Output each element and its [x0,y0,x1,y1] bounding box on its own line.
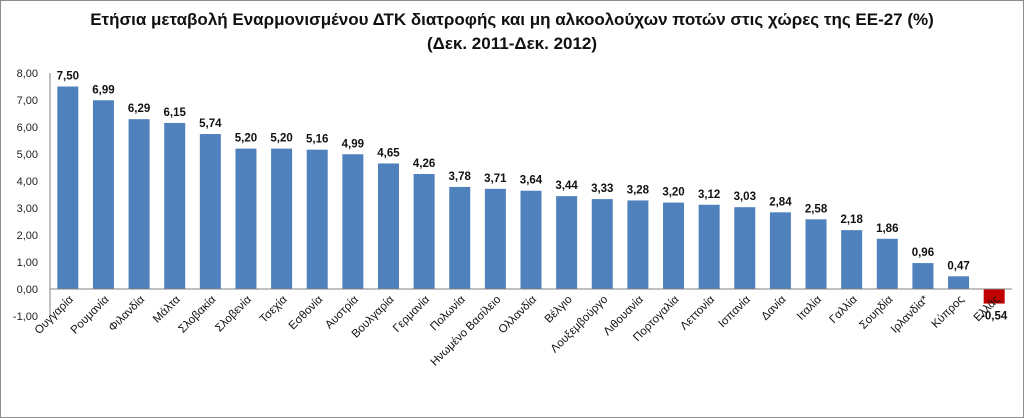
data-label: 3,71 [484,173,507,185]
data-label: 3,20 [662,187,684,199]
bar [235,148,257,289]
bar [128,119,150,289]
category-label: Σλοβακία [177,293,219,335]
data-label: 7,50 [57,71,79,83]
data-label: 6,15 [164,107,187,119]
data-label: 3,64 [520,175,543,187]
y-tick-label: 3,00 [17,203,38,215]
bar [306,149,328,289]
y-tick-label: 7,00 [17,95,38,107]
category-label: Εσθονία [287,293,326,332]
data-label: 3,78 [449,171,472,183]
bar [271,148,293,289]
category-label: Μάλτα [151,293,183,325]
chart-title: Ετήσια μεταβολή Εναρμονισμένου ΔΤΚ διατρ… [0,8,1024,56]
bar [841,230,863,289]
data-label: 1,86 [876,223,898,235]
bar [92,100,114,290]
bar [556,196,578,289]
chart-title-line-2: (Δεκ. 2011-Δεκ. 2012) [426,34,598,53]
data-label: 4,99 [342,138,364,150]
category-label: Ολλανδία [496,293,539,336]
bar [199,134,221,289]
category-label: Ρουμανία [69,293,112,336]
y-tick-label: 5,00 [17,149,38,161]
bar [769,212,791,289]
category-label: Λεττονία [678,293,717,332]
bar [57,86,79,289]
y-tick-label: 0,00 [17,284,38,296]
data-label: 0,96 [912,247,934,259]
data-label: 6,29 [128,103,150,115]
bar [377,163,399,289]
y-tick-label: 4,00 [17,176,38,188]
data-label: 3,03 [734,191,756,203]
category-label: Ιταλία [795,293,824,322]
category-label: Φιλανδία [107,293,148,334]
bar [698,204,720,289]
category-label: Κύπρος [930,293,967,330]
bar [948,276,970,289]
y-tick-label: 2,00 [17,230,38,242]
chart-title-line-1: Ετήσια μεταβολή Εναρμονισμένου ΔΤΚ διατρ… [90,10,934,29]
data-label: 0,47 [947,260,969,272]
data-label: 4,65 [377,147,400,159]
bar [413,173,435,289]
category-label: Δανία [759,293,788,322]
bar [983,289,1005,304]
data-label: 2,18 [840,214,863,226]
data-label: 5,16 [306,134,328,146]
category-label: Γαλλία [827,293,860,326]
data-label: 6,99 [92,84,114,96]
bar [449,186,471,289]
y-tick-label: 6,00 [17,122,38,134]
category-label: Τσεχία [258,293,290,325]
bar [520,190,542,289]
y-tick-label: -1,00 [13,311,38,323]
bar [591,199,613,289]
data-label: 3,12 [698,189,720,201]
bar [734,207,756,289]
y-tick-label: 8,00 [17,68,38,80]
category-label: Ιρλανδία* [889,293,931,335]
data-label: 2,58 [805,203,828,215]
category-label: Γερμανία [391,293,432,334]
bar [805,219,827,289]
bar [342,154,364,289]
data-label: 4,26 [413,158,435,170]
category-label: Σλοβενία [213,293,254,334]
bar [876,238,898,289]
data-label: 3,44 [555,180,578,192]
data-label: 5,20 [235,133,257,145]
data-label: -0,54 [981,311,1008,323]
bar [164,122,186,289]
data-label: 5,20 [270,133,292,145]
category-label: Ισπανία [716,293,753,330]
bar [627,200,649,289]
category-label: Βέλγιο [543,294,575,326]
data-label: 3,28 [627,184,650,196]
data-label: 5,74 [199,118,222,130]
bar [484,188,506,289]
bar [912,263,934,289]
data-label: 3,33 [591,183,613,195]
data-label: 2,84 [769,196,792,208]
y-tick-label: 1,00 [17,257,38,269]
bar [663,202,685,289]
category-label: Ουγγαρία [33,293,76,336]
category-label: Ηνωμένο Βασίλειο [429,294,504,369]
